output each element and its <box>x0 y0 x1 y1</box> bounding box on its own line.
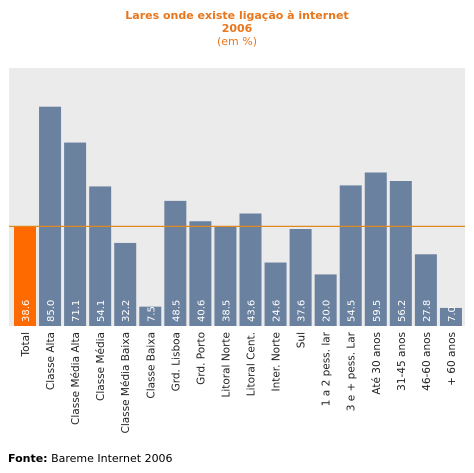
value-label-7: 40.6 <box>196 300 207 322</box>
bar-6 <box>164 200 187 326</box>
category-label-15: 31-45 anos <box>396 332 408 391</box>
category-label-14: Até 30 anos <box>371 332 383 395</box>
bar-chart: 38.6 Total 85.0 Classe Alta 71.1 Classe Média… <box>9 68 465 434</box>
value-label-0: 38.6 <box>21 300 32 322</box>
bar-5 <box>139 306 162 326</box>
category-label-11: Sul <box>296 332 308 348</box>
value-label-4: 32.2 <box>121 300 132 322</box>
source-label: Fonte: <box>8 452 48 465</box>
category-label-0: Total <box>20 332 32 358</box>
category-label-12: 1 a 2 pess. lar <box>321 331 333 406</box>
category-label-8: Litoral Norte <box>220 332 232 398</box>
category-label-2: Classe Média Alta <box>70 332 82 425</box>
bar-2 <box>64 142 87 326</box>
value-label-14: 59.5 <box>372 300 383 322</box>
bar-10 <box>264 262 287 326</box>
category-label-13: 3 e + pess. Lar <box>346 331 358 411</box>
source-text: Bareme Internet 2006 <box>47 452 173 465</box>
category-label-1: Classe Alta <box>45 332 57 390</box>
source-note: Fonte: Bareme Internet 2006 <box>8 452 173 465</box>
value-label-13: 54.5 <box>347 300 358 322</box>
category-label-9: Litoral Cent. <box>246 332 258 396</box>
category-label-4: Classe Média Baixa <box>120 332 132 434</box>
bar-13 <box>339 185 362 326</box>
value-label-10: 24.6 <box>272 300 283 322</box>
bar-4 <box>114 242 137 326</box>
value-label-3: 54.1 <box>96 300 107 322</box>
value-label-11: 37.6 <box>297 300 308 322</box>
category-label-7: Grd. Porto <box>195 332 207 385</box>
category-label-16: 46-60 anos <box>421 332 433 391</box>
bar-14 <box>364 172 387 326</box>
value-label-9: 43.6 <box>247 300 258 322</box>
value-label-6: 48.5 <box>171 300 182 322</box>
value-label-5: 7.5 <box>146 306 157 322</box>
category-label-6: Grd. Lisboa <box>170 332 182 391</box>
bar-3 <box>89 186 112 326</box>
bar-9 <box>239 213 262 326</box>
value-label-17: 7.0 <box>447 306 458 322</box>
value-label-1: 85.0 <box>46 300 57 322</box>
category-label-17: + 60 anos <box>446 332 458 386</box>
bar-0 <box>14 226 36 326</box>
value-label-12: 20.0 <box>322 300 333 322</box>
bar-11 <box>289 228 312 326</box>
bar-12 <box>314 274 337 326</box>
value-label-2: 71.1 <box>71 300 82 322</box>
bar-8 <box>214 226 237 326</box>
bar-7 <box>189 221 212 326</box>
chart-title: Lares onde existe ligação à internet <box>125 9 349 22</box>
bar-15 <box>389 181 412 326</box>
bar-17 <box>439 307 462 326</box>
value-label-15: 56.2 <box>397 300 408 322</box>
value-label-16: 27.8 <box>422 300 433 322</box>
category-label-3: Classe Média <box>95 332 107 401</box>
chart-title-year: 2006 <box>221 22 253 35</box>
category-label-5: Classe Baixa <box>145 332 157 399</box>
value-label-8: 38.5 <box>221 300 232 322</box>
bar-1 <box>39 106 62 326</box>
category-label-10: Inter. Norte <box>271 332 283 392</box>
chart-title-block: Lares onde existe ligação à internet 200… <box>0 9 474 48</box>
chart-subtitle: (em %) <box>216 35 257 48</box>
bar-16 <box>414 254 437 326</box>
